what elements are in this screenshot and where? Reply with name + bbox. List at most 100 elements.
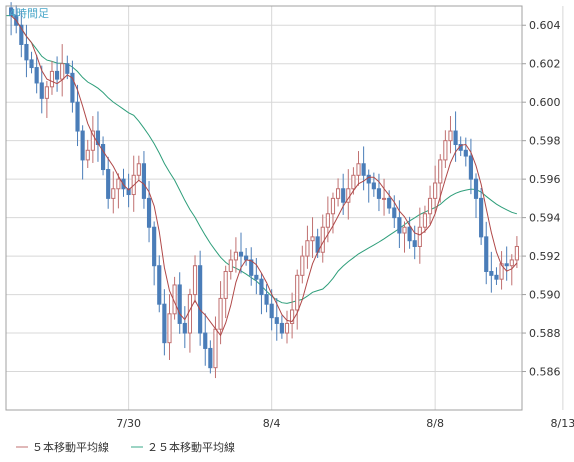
candle-body-12	[70, 72, 75, 103]
candle-body-41	[218, 297, 223, 330]
legend: ５本移動平均線 ２５本移動平均線	[16, 440, 235, 454]
candle-body-3	[24, 43, 29, 61]
candle-body-93	[484, 236, 489, 272]
candle-body-10	[60, 63, 65, 80]
x-tick-label-3: 8/13	[551, 417, 574, 430]
candle-body-84	[438, 159, 443, 184]
candle-body-62	[325, 213, 330, 228]
candle-body-43	[228, 259, 233, 272]
candle-body-70	[366, 174, 371, 184]
candle-body-48	[254, 274, 259, 280]
candle-body-4	[29, 59, 34, 69]
candle-body-56	[295, 274, 300, 311]
ma5-line	[10, 15, 518, 337]
candle-body-92	[479, 197, 484, 238]
y-tick-label-2: 0.590	[529, 289, 561, 302]
candle-body-18	[100, 144, 106, 171]
candle-body-54	[284, 322, 290, 334]
candle-body-50	[264, 294, 269, 305]
y-tick-label-7: 0.600	[529, 96, 561, 109]
candle-body-55	[290, 309, 295, 324]
candle-body-15	[85, 149, 90, 161]
candle-body-9	[55, 70, 60, 80]
candle-body-11	[65, 63, 70, 74]
candle-body-67	[351, 174, 356, 190]
candle-body-78	[407, 226, 412, 242]
candle-body-64	[335, 188, 341, 199]
candle-body-25	[136, 163, 141, 176]
legend-label-0: ５本移動平均線	[32, 440, 109, 454]
candle-body-97	[504, 263, 509, 267]
candle-body-80	[417, 226, 422, 247]
candle-body-35	[187, 294, 193, 334]
candles	[9, 2, 519, 379]
candle-body-37	[198, 265, 203, 334]
candle-body-61	[320, 226, 325, 253]
x-tick-label-2: 8/8	[426, 417, 444, 430]
candle-body-5	[34, 67, 39, 84]
candle-body-89	[463, 149, 468, 157]
candle-body-59	[310, 236, 315, 242]
candle-body-81	[422, 213, 428, 228]
candle-body-19	[106, 169, 111, 199]
candle-body-53	[279, 322, 284, 334]
candle-body-73	[381, 197, 387, 200]
candle-body-27	[146, 197, 152, 228]
candle-body-23	[126, 188, 131, 196]
x-tick-label-0: 7/30	[116, 417, 141, 430]
candle-body-31	[167, 313, 172, 344]
chart-title: 4時間足	[9, 7, 49, 20]
candle-body-28	[152, 226, 157, 267]
ma5-line-layer	[10, 15, 518, 337]
candle-body-85	[443, 140, 448, 161]
candle-body-51	[269, 303, 274, 319]
candle-body-29	[157, 265, 162, 305]
y-tick-label-9: 0.604	[529, 19, 561, 32]
candle-body-26	[141, 163, 147, 199]
candle-body-17	[95, 130, 101, 146]
candle-body-36	[192, 265, 198, 296]
candle-body-6	[39, 82, 44, 99]
candle-body-2	[19, 24, 24, 45]
y-tick-label-4: 0.594	[529, 212, 561, 225]
candle-body-65	[341, 188, 346, 203]
candle-body-46	[244, 255, 249, 261]
y-axis-ticks: 0.586 0.588 0.590 0.592 0.594 0.596 0.598 0.600…	[522, 19, 561, 379]
candle-body-72	[376, 188, 382, 199]
candle-body-96	[499, 263, 504, 280]
candle-body-90	[468, 155, 473, 180]
candle-body-77	[402, 226, 407, 234]
candle-body-49	[259, 278, 264, 296]
candle-body-75	[392, 207, 397, 219]
y-tick-label-8: 0.602	[529, 58, 561, 71]
candle-body-16	[90, 130, 95, 151]
candle-body-44	[233, 251, 238, 261]
candle-body-71	[371, 182, 376, 190]
candle-body-79	[412, 240, 417, 247]
candle-body-52	[274, 317, 279, 324]
candle-body-57	[300, 255, 305, 276]
candle-body-86	[448, 130, 453, 142]
candle-body-7	[44, 86, 49, 99]
candle-body-33	[177, 284, 182, 324]
candle-body-38	[203, 332, 208, 349]
y-tick-label-3: 0.592	[529, 250, 561, 263]
x-axis-ticks: 7/30 8/4 8/8 8/13	[116, 417, 574, 430]
y-tick-label-5: 0.596	[529, 173, 561, 186]
candle-body-21	[116, 178, 121, 190]
candle-body-34	[182, 322, 187, 334]
candle-body-99	[514, 245, 519, 261]
candle-body-39	[208, 347, 213, 369]
candle-body-74	[387, 197, 392, 209]
candle-body-45	[238, 251, 244, 257]
candle-body-58	[305, 240, 310, 257]
x-tick-label-1: 8/4	[263, 417, 281, 430]
candle-body-87	[453, 130, 458, 146]
candle-body-91	[473, 178, 479, 199]
candle-body-98	[509, 259, 514, 267]
y-tick-label-1: 0.588	[529, 327, 561, 340]
plot-frame	[5, 5, 523, 411]
candle-body-20	[111, 188, 116, 199]
